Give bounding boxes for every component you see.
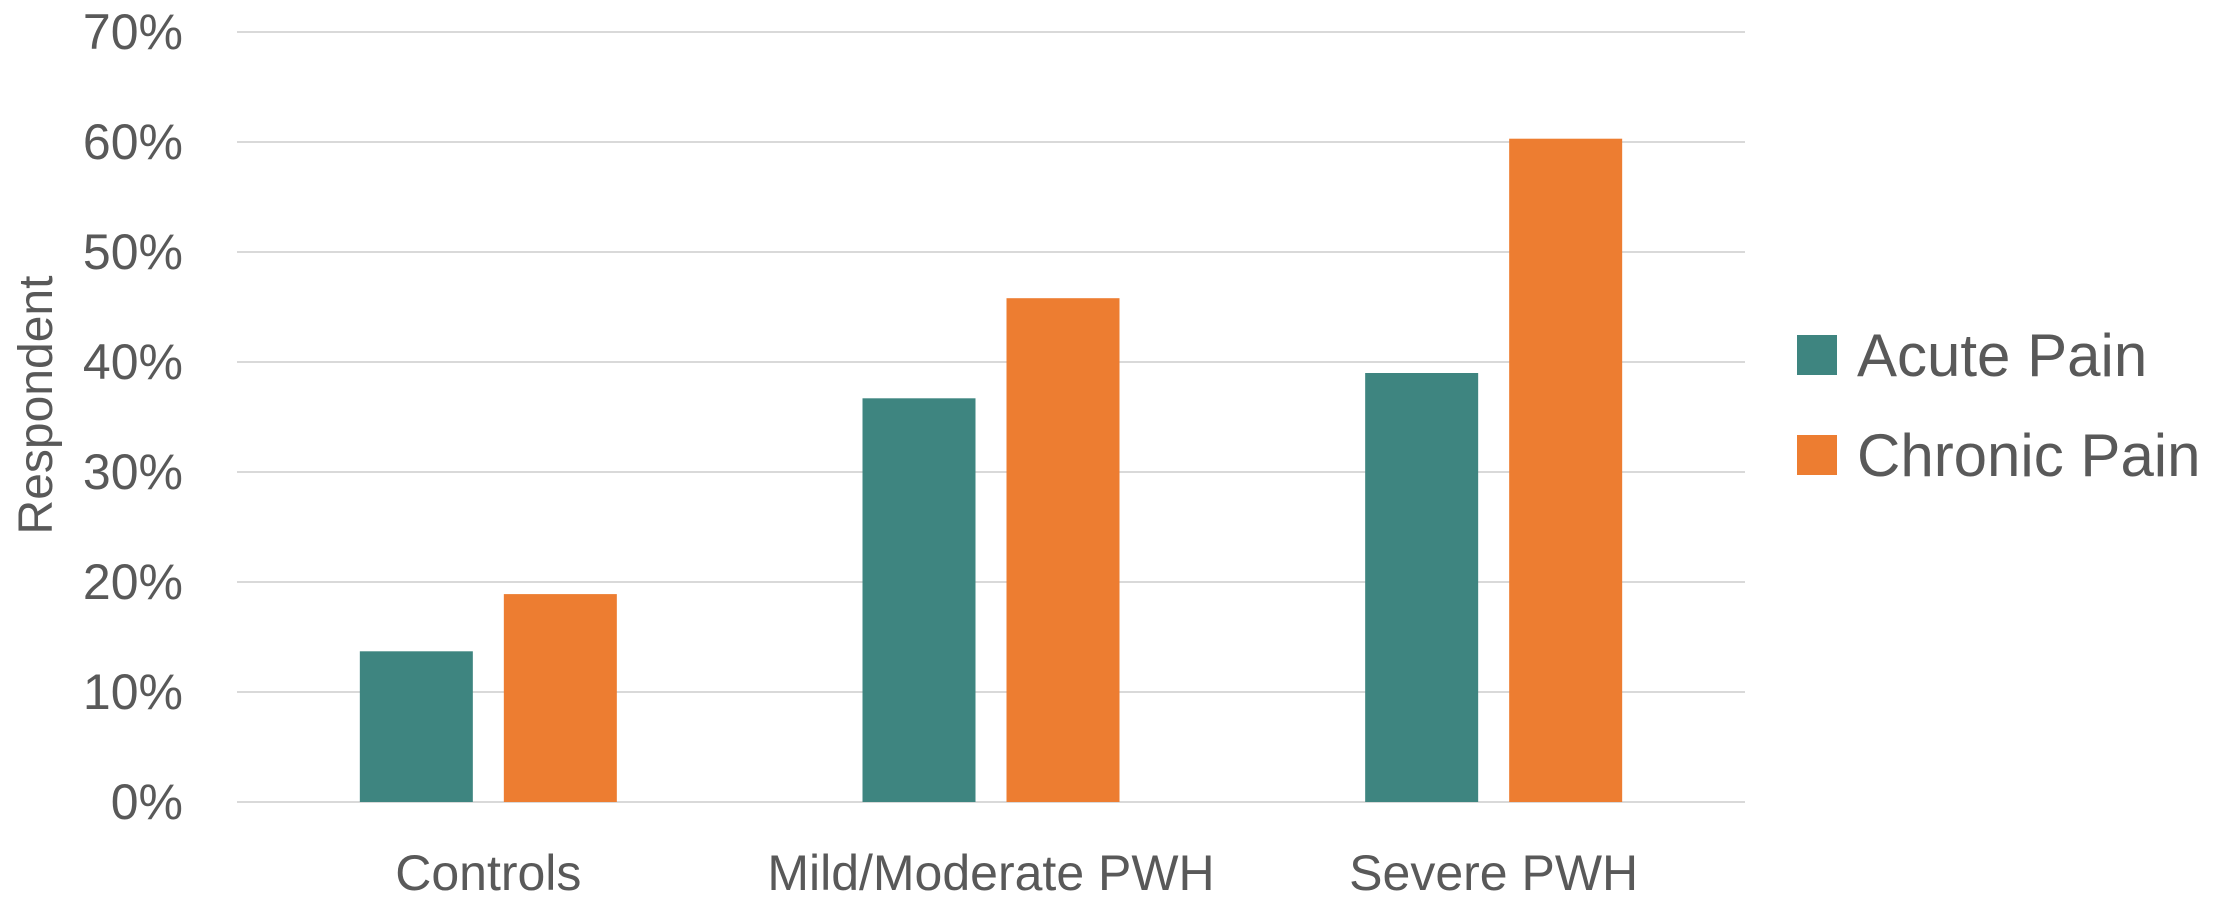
y-tick-label: 70% [83,4,183,60]
bar-chronic-pain [1006,298,1120,802]
x-axis-categories: Controls Mild/Moderate PWH Severe PWH [395,845,1638,897]
bars [359,138,1623,802]
bar-acute-pain [862,398,976,802]
bar-chronic-pain [503,594,617,802]
x-category-label: Severe PWH [1349,845,1638,897]
legend-swatch [1797,335,1837,375]
legend-label: Acute Pain [1857,322,2147,389]
y-tick-label: 50% [83,224,183,280]
bar-acute-pain [1365,373,1479,802]
bar-chronic-pain [1509,138,1623,802]
y-tick-label: 10% [83,664,183,720]
y-tick-label: 40% [83,334,183,390]
y-tick-label: 30% [83,444,183,500]
y-axis-title: Respondent [10,276,63,535]
y-tick-label: 20% [83,554,183,610]
bar-acute-pain [359,651,473,802]
y-axis-ticks: 0% 10% 20% 30% 40% 50% 60% 70% [83,4,183,830]
legend: Acute Pain Chronic Pain [1797,322,2201,489]
x-category-label: Controls [395,845,581,897]
y-tick-label: 60% [83,114,183,170]
y-tick-label: 0% [111,774,183,830]
gridlines [237,31,1745,803]
legend-swatch [1797,435,1837,475]
legend-label: Chronic Pain [1857,422,2201,489]
x-category-label: Mild/Moderate PWH [767,845,1214,897]
